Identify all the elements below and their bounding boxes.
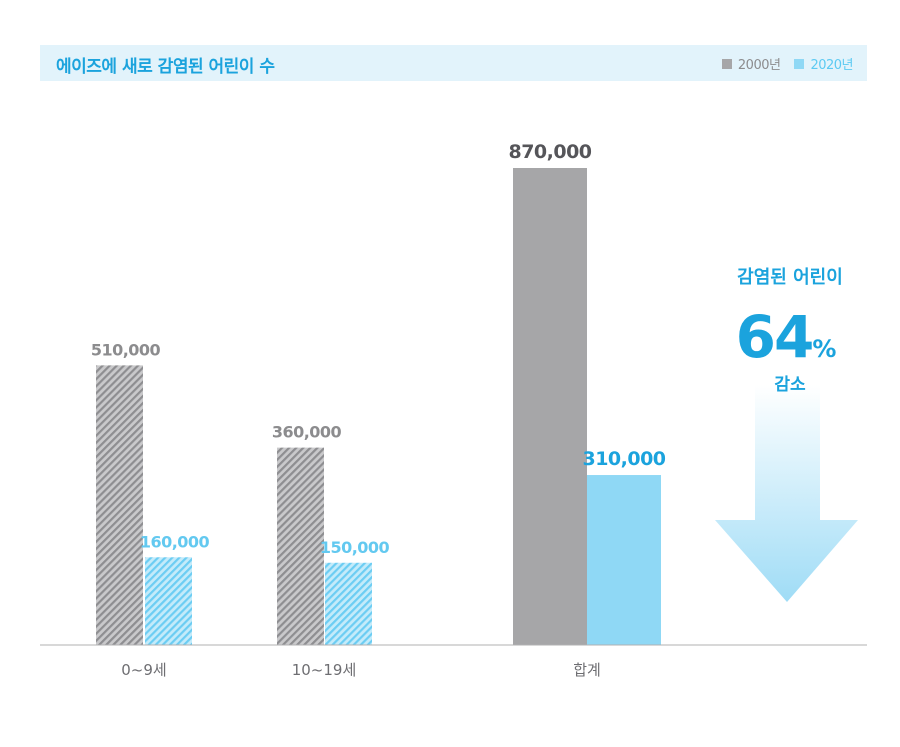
annotation-line2: 감소 bbox=[774, 375, 806, 395]
category-label-1: 10~19세 bbox=[292, 661, 357, 679]
bar-2020-0 bbox=[145, 557, 192, 645]
value-label-2000-2: 870,000 bbox=[508, 141, 591, 163]
value-label-2000-0: 510,000 bbox=[91, 340, 161, 359]
decrease-annotation: 감염된 어린이 64% 감소 bbox=[715, 267, 858, 602]
legend-swatch-2020 bbox=[794, 58, 805, 69]
legend-swatch-2000 bbox=[721, 58, 732, 69]
category-label-2: 합계 bbox=[573, 661, 601, 679]
bar-2020-2 bbox=[587, 475, 661, 645]
value-label-2020-2: 310,000 bbox=[582, 448, 665, 470]
legend-item-2000: 2000년 bbox=[721, 54, 781, 73]
annotation-unit: % bbox=[812, 335, 836, 363]
bar-2000-2 bbox=[513, 168, 587, 645]
down-arrow-icon bbox=[715, 385, 858, 602]
value-label-2000-1: 360,000 bbox=[272, 423, 342, 442]
category-label-0: 0~9세 bbox=[121, 661, 166, 679]
legend: 2000년 2020년 bbox=[721, 54, 853, 73]
value-label-2020-1: 150,000 bbox=[320, 538, 390, 557]
title-bar: 에이즈에 새로 감염된 어린이 수 2000년 2020년 bbox=[40, 45, 867, 81]
value-label-2020-0: 160,000 bbox=[140, 532, 210, 551]
annotation-line1: 감염된 어린이 bbox=[737, 267, 843, 288]
bar-2000-0 bbox=[96, 365, 143, 645]
annotation-big-number: 64 bbox=[736, 303, 813, 371]
legend-label-2020: 2020년 bbox=[810, 58, 853, 73]
legend-item-2020: 2020년 bbox=[794, 54, 853, 73]
chart-title: 에이즈에 새로 감염된 어린이 수 bbox=[56, 57, 275, 77]
bar-2020-1 bbox=[325, 562, 372, 645]
legend-label-2000: 2000년 bbox=[737, 58, 781, 73]
annotation-percent: 64% bbox=[736, 303, 837, 371]
bar-2000-1 bbox=[277, 447, 324, 645]
